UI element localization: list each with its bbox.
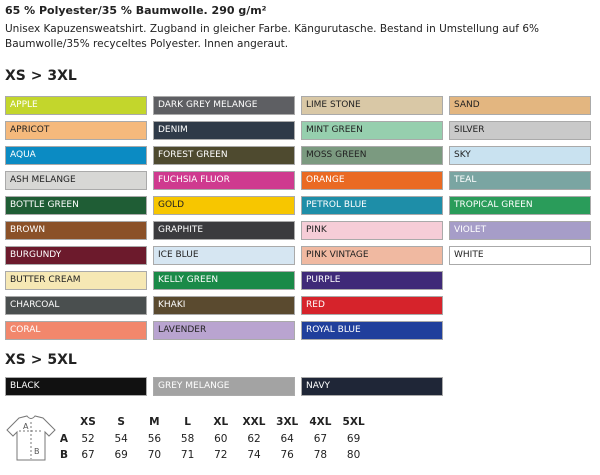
color-swatch: VIOLET — [449, 221, 591, 240]
row-label: B — [59, 449, 68, 461]
color-swatch: GOLD — [153, 196, 295, 215]
description: Unisex Kapuzensweatshirt. Zugband in gle… — [5, 23, 539, 50]
color-swatch: KHAKI — [153, 296, 295, 315]
color-swatch: ROYAL BLUE — [301, 321, 443, 340]
color-swatch: SKY — [449, 146, 591, 165]
svg-text:A: A — [23, 422, 29, 431]
size-value: 74 — [247, 449, 261, 461]
color-swatch: BOTTLE GREEN — [5, 196, 147, 215]
color-swatch: TEAL — [449, 171, 591, 190]
color-swatch: BUTTER CREAM — [5, 271, 147, 290]
title: 65 % Polyester/35 % Baumwolle. 290 g/m² — [5, 4, 267, 17]
color-swatch: BROWN — [5, 221, 147, 240]
color-swatch: NAVY — [301, 377, 443, 396]
color-swatch: LAVENDER — [153, 321, 295, 340]
size-header: S — [117, 416, 125, 428]
color-swatch: APRICOT — [5, 121, 147, 140]
size-value: 71 — [180, 449, 195, 461]
color-swatch: LIME STONE — [301, 96, 443, 115]
size-header: XS — [80, 416, 96, 428]
color-swatch: RED — [301, 296, 443, 315]
color-swatch: GREY MELANGE — [153, 377, 295, 396]
color-swatch: ASH MELANGE — [5, 171, 147, 190]
color-swatch: PINK VINTAGE — [301, 246, 443, 265]
color-swatch: MOSS GREEN — [301, 146, 443, 165]
color-swatch: TROPICAL GREEN — [449, 196, 591, 215]
size-value: 67 — [81, 449, 95, 461]
color-swatch: BLACK — [5, 377, 147, 396]
size-header: M — [149, 416, 160, 428]
color-swatch: APPLE — [5, 96, 147, 115]
size-value: 78 — [313, 449, 328, 461]
size-value: 76 — [280, 449, 294, 461]
color-swatch: SAND — [449, 96, 591, 115]
size-header: 5XL — [342, 416, 365, 428]
color-swatch: KELLY GREEN — [153, 271, 295, 290]
size-value: 56 — [147, 433, 162, 445]
section-heading: XS > 3XL — [5, 68, 77, 84]
color-swatch: PETROL BLUE — [301, 196, 443, 215]
color-swatch: GRAPHITE — [153, 221, 295, 240]
size-header: XL — [213, 416, 229, 428]
color-swatch: CHARCOAL — [5, 296, 147, 315]
row-label: A — [59, 433, 69, 445]
color-swatch: AQUA — [5, 146, 147, 165]
color-swatch: FOREST GREEN — [153, 146, 295, 165]
color-swatch: BURGUNDY — [5, 246, 147, 265]
size-value: 69 — [114, 449, 128, 461]
color-swatch: SILVER — [449, 121, 591, 140]
size-value: 70 — [147, 449, 162, 461]
size-value: 54 — [114, 433, 128, 445]
color-swatch: MINT GREEN — [301, 121, 443, 140]
color-swatch: CORAL — [5, 321, 147, 340]
color-swatch: DENIM — [153, 121, 295, 140]
color-swatch: ICE BLUE — [153, 246, 295, 265]
size-value: 64 — [280, 433, 294, 445]
size-value: 52 — [81, 433, 95, 445]
color-swatch: PURPLE — [301, 271, 443, 290]
size-header: 4XL — [309, 416, 332, 428]
size-header: L — [184, 416, 191, 428]
size-value: 58 — [180, 433, 195, 445]
size-value: 80 — [346, 449, 361, 461]
size-value: 60 — [214, 433, 228, 445]
section-heading: XS > 5XL — [5, 352, 77, 368]
color-swatch: FUCHSIA FLUOR — [153, 171, 295, 190]
size-value: 69 — [346, 433, 361, 445]
size-header: XXL — [242, 416, 266, 428]
size-value: 67 — [313, 433, 328, 445]
color-swatch: ORANGE — [301, 171, 443, 190]
color-swatch: PINK — [301, 221, 443, 240]
color-swatch: DARK GREY MELANGE — [153, 96, 295, 115]
size-value: 72 — [214, 449, 228, 461]
size-value: 62 — [247, 433, 261, 445]
svg-text:B: B — [34, 447, 40, 456]
color-swatch: WHITE — [449, 246, 591, 265]
size-header: 3XL — [276, 416, 299, 428]
shirt-icon: AB — [6, 415, 56, 461]
